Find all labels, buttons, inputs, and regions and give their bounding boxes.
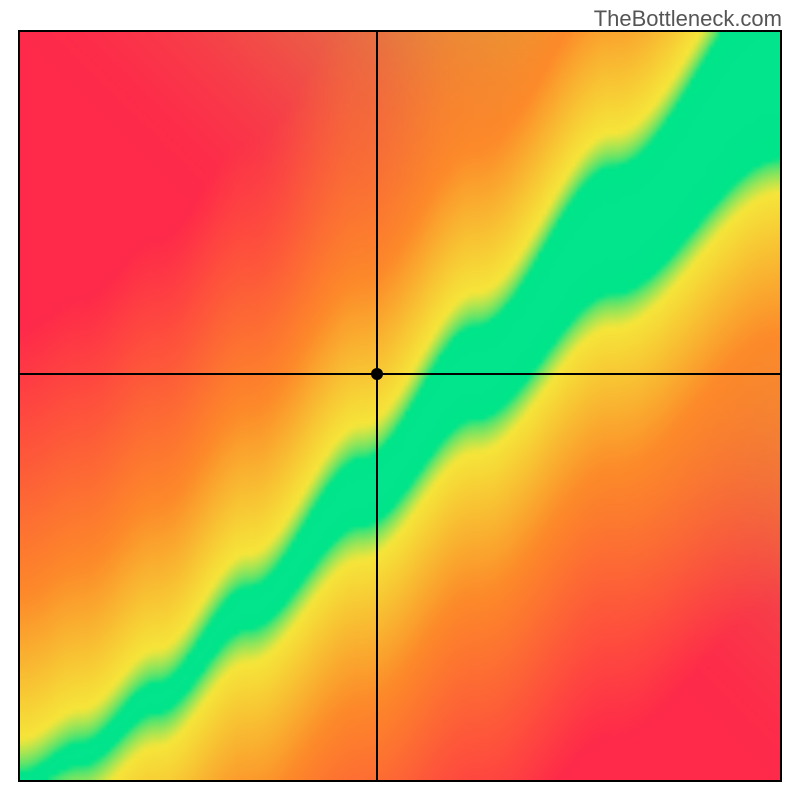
crosshair-vertical bbox=[376, 32, 378, 780]
heatmap-plot bbox=[18, 30, 782, 782]
crosshair-marker bbox=[371, 368, 383, 380]
crosshair-horizontal bbox=[20, 373, 780, 375]
heatmap-canvas bbox=[20, 32, 780, 780]
watermark-text: TheBottleneck.com bbox=[594, 6, 782, 32]
